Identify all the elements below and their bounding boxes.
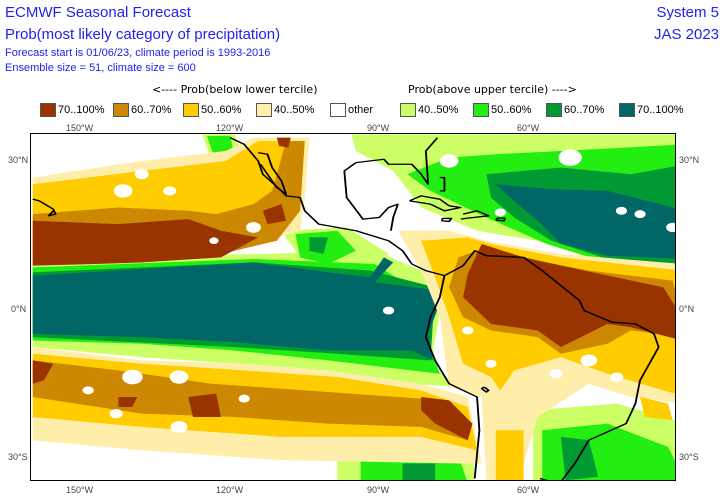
legend-swatch — [40, 103, 56, 117]
legend-swatch — [330, 103, 346, 117]
lon-label-top: 90°W — [367, 123, 390, 133]
lat-label: 30°N — [8, 155, 29, 165]
legend-label: other — [348, 104, 374, 116]
lat-label-right: 30°N — [679, 155, 700, 165]
legend-swatch — [473, 103, 489, 117]
lon-label: 90°W — [367, 485, 390, 495]
legend-swatch — [183, 103, 199, 117]
legend-label: 60..70% — [564, 104, 605, 116]
legend-item: 70..100% — [619, 103, 683, 117]
legend-item: 60..70% — [113, 103, 171, 117]
lon-label: 120°W — [216, 485, 244, 495]
legend-swatch — [619, 103, 635, 117]
figure-title: ECMWF Seasonal Forecast — [5, 4, 191, 21]
legend-label: 50..60% — [201, 104, 242, 116]
legend-swatch — [256, 103, 272, 117]
lat-label-right: 0°N — [679, 304, 695, 314]
lat-label: 30°S — [8, 452, 28, 462]
legend-item: 50..60% — [473, 103, 531, 117]
legend-item: 40..50% — [256, 103, 314, 117]
lat-label-right: 30°S — [679, 452, 699, 462]
legend-label: 50..60% — [491, 104, 532, 116]
legend-label: 40..50% — [274, 104, 315, 116]
legend-swatch — [400, 103, 416, 117]
prob-above-70-100-region — [32, 184, 675, 361]
system-label: System 5 — [656, 4, 719, 21]
ensemble-info: Ensemble size = 51, climate size = 600 — [5, 62, 196, 74]
legend-above-header: Prob(above upper tercile) ----> — [408, 83, 577, 96]
forecast-info: Forecast start is 01/06/23, climate peri… — [5, 47, 271, 59]
legend-item: 60..70% — [546, 103, 604, 117]
legend-label: 40..50% — [418, 104, 459, 116]
figure-subtitle: Prob(most likely category of precipitati… — [5, 26, 281, 43]
lat-label: 0°N — [11, 304, 27, 314]
prob-below-70-100-region — [32, 137, 675, 441]
coastlines — [32, 137, 660, 480]
legend-label: 60..70% — [131, 104, 172, 116]
lon-label: 60°W — [517, 485, 540, 495]
legend-item: 50..60% — [183, 103, 241, 117]
lon-label: 150°W — [66, 485, 94, 495]
other-category-speckles — [46, 149, 675, 433]
legend-item: 70..100% — [40, 103, 104, 117]
legend-label: 70..100% — [637, 104, 684, 116]
legend-swatch — [113, 103, 129, 117]
legend-swatch — [546, 103, 562, 117]
lon-label-top: 60°W — [517, 123, 540, 133]
lon-label-top: 150°W — [66, 123, 94, 133]
lon-label-top: 120°W — [216, 123, 244, 133]
precipitation-map — [30, 133, 676, 481]
legend-item: other — [330, 103, 373, 117]
legend-below-header: <---- Prob(below lower tercile) — [152, 83, 318, 96]
legend-item: 40..50% — [400, 103, 458, 117]
legend-label: 70..100% — [58, 104, 105, 116]
season-label: JAS 2023 — [653, 26, 719, 43]
